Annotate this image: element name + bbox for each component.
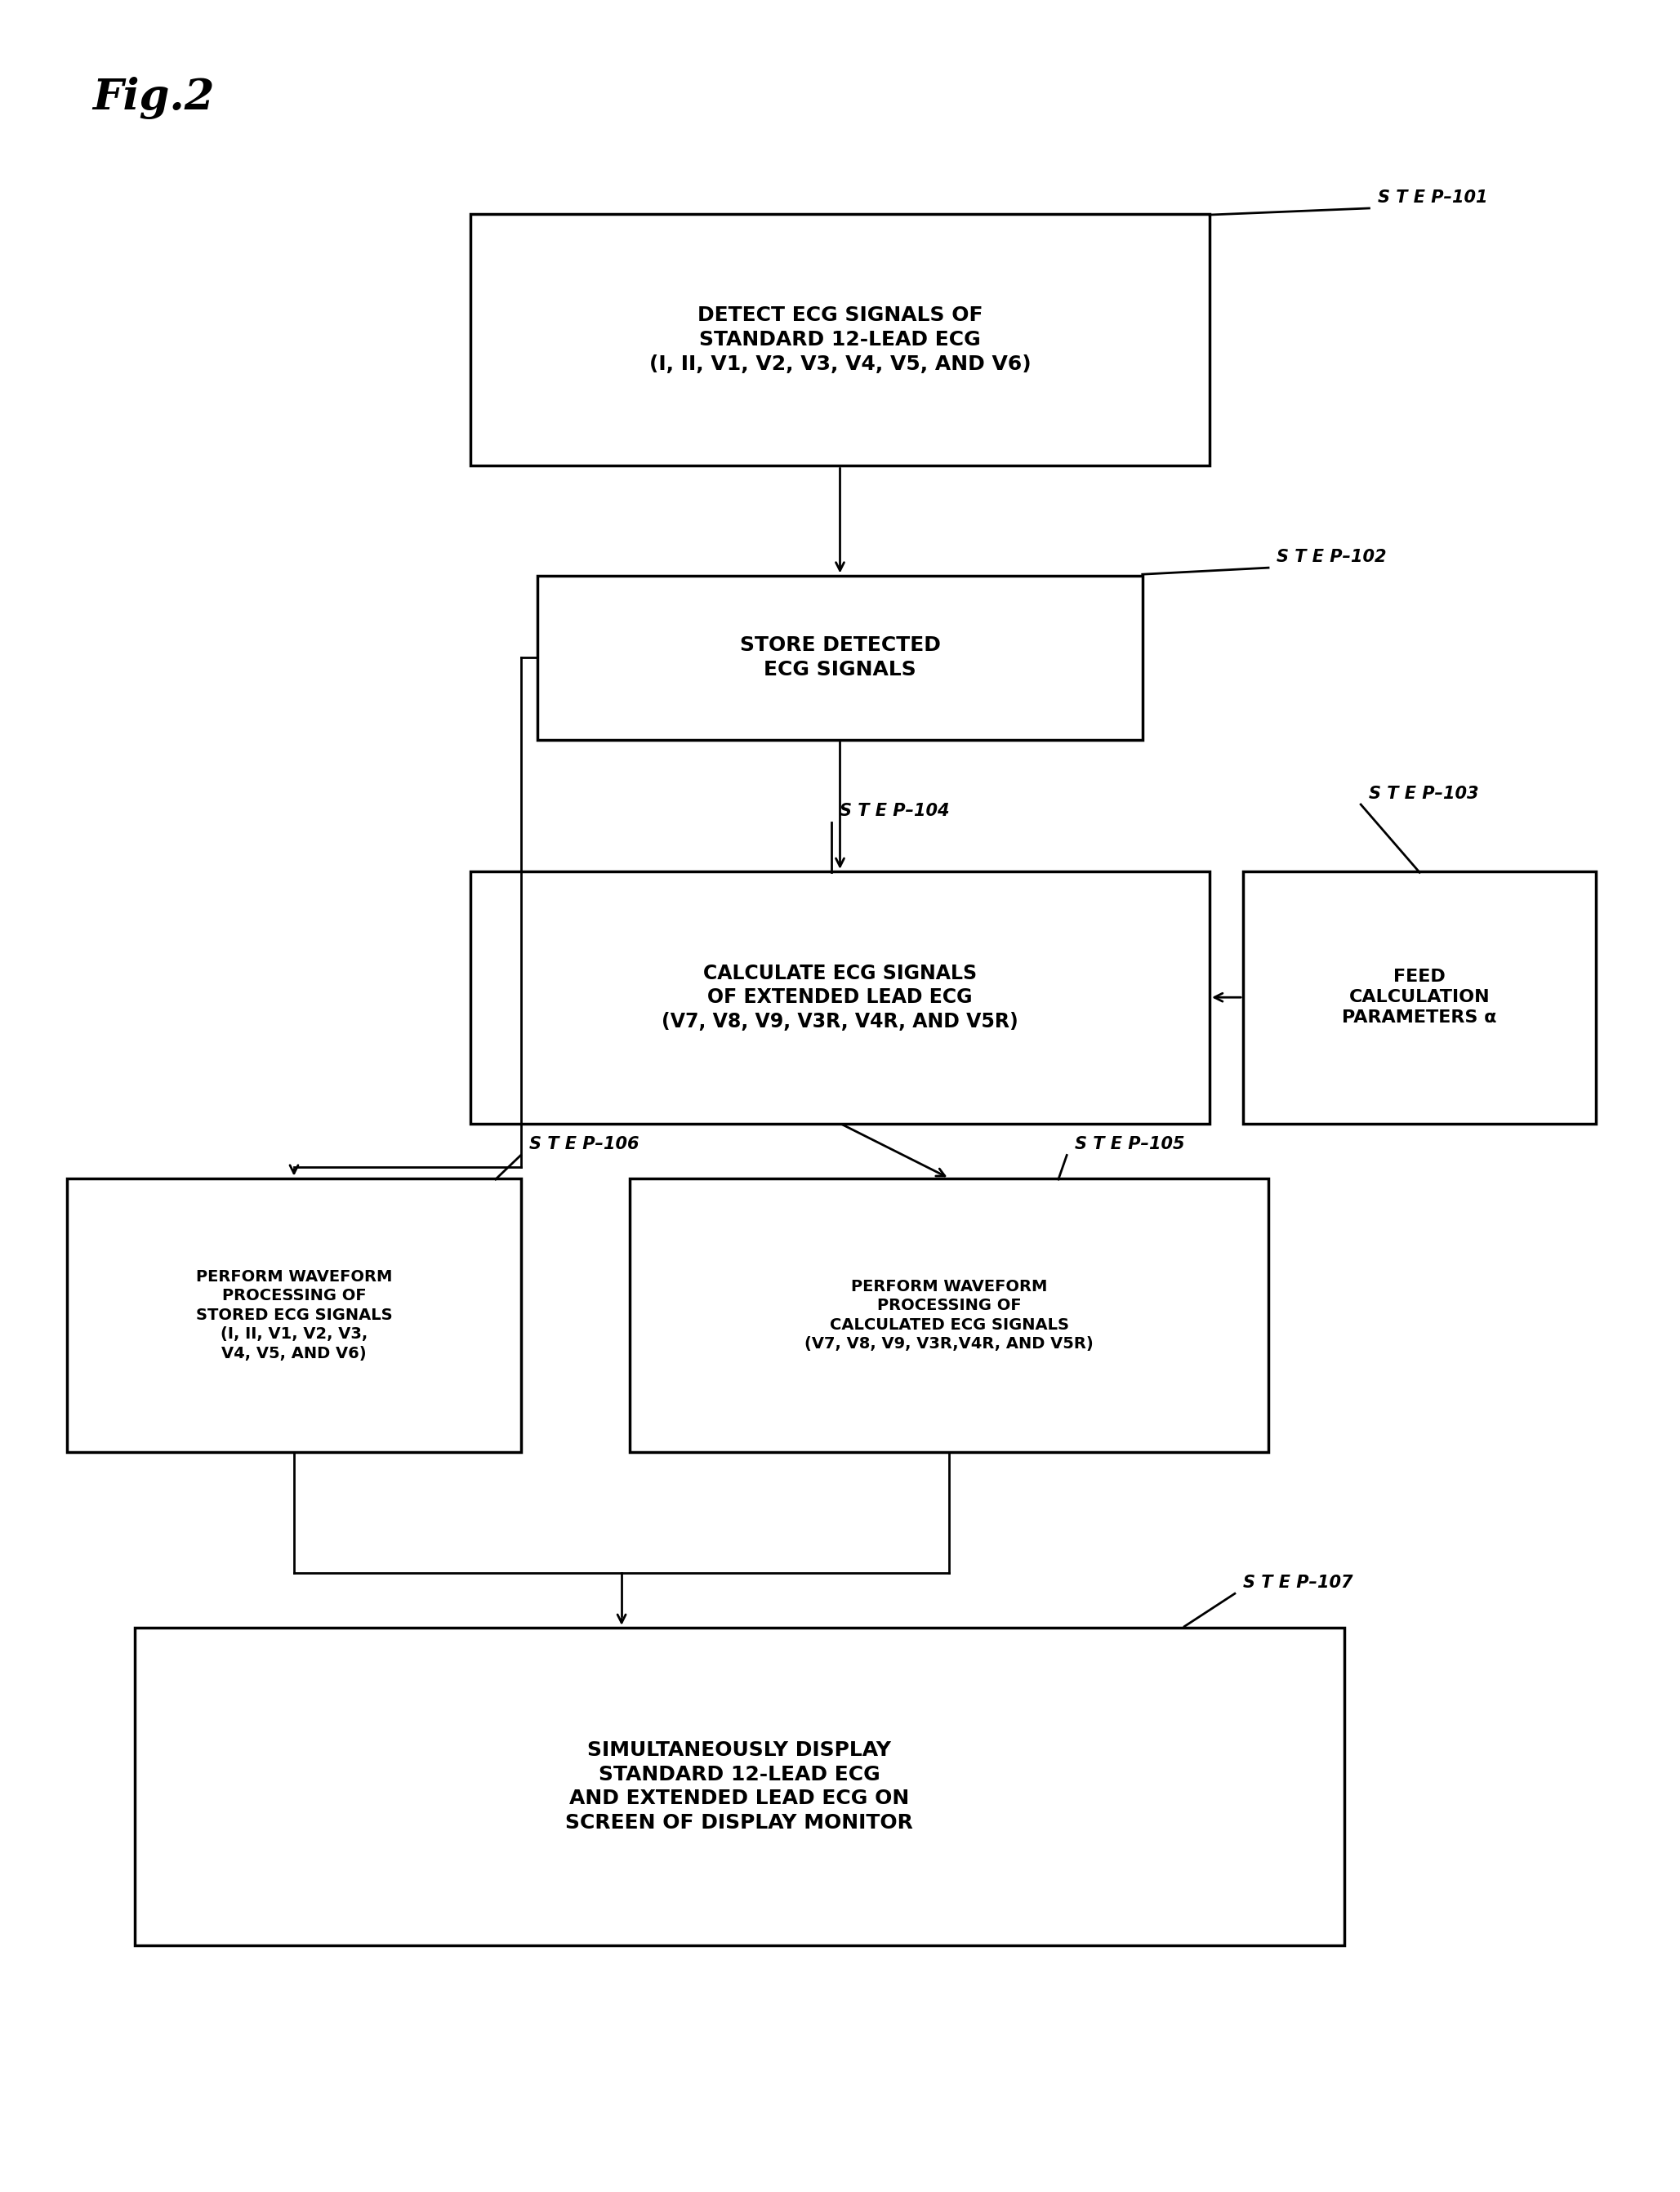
Bar — [1243, 870, 1596, 1122]
Text: S T E P–104: S T E P–104 — [840, 802, 949, 820]
Text: S T E P–105: S T E P–105 — [1075, 1135, 1184, 1153]
Text: STORE DETECTED
ECG SIGNALS: STORE DETECTED ECG SIGNALS — [739, 636, 941, 680]
Text: S T E P–102: S T E P–102 — [1277, 548, 1386, 566]
Text: PERFORM WAVEFORM
PROCESSING OF
CALCULATED ECG SIGNALS
(V7, V8, V9, V3R,V4R, AND : PERFORM WAVEFORM PROCESSING OF CALCULATE… — [805, 1278, 1094, 1352]
Text: S T E P–107: S T E P–107 — [1243, 1574, 1352, 1591]
Text: DETECT ECG SIGNALS OF
STANDARD 12-LEAD ECG
(I, II, V1, V2, V3, V4, V5, AND V6): DETECT ECG SIGNALS OF STANDARD 12-LEAD E… — [648, 305, 1032, 375]
Bar — [67, 1179, 521, 1451]
Text: S T E P–103: S T E P–103 — [1369, 785, 1478, 802]
Bar — [134, 1626, 1344, 1946]
Bar — [470, 215, 1210, 467]
Bar — [470, 870, 1210, 1122]
Text: S T E P–101: S T E P–101 — [1378, 189, 1487, 206]
Text: SIMULTANEOUSLY DISPLAY
STANDARD 12-LEAD ECG
AND EXTENDED LEAD ECG ON
SCREEN OF D: SIMULTANEOUSLY DISPLAY STANDARD 12-LEAD … — [564, 1740, 914, 1833]
Text: PERFORM WAVEFORM
PROCESSING OF
STORED ECG SIGNALS
(I, II, V1, V2, V3,
V4, V5, AN: PERFORM WAVEFORM PROCESSING OF STORED EC… — [197, 1269, 391, 1361]
Bar — [630, 1179, 1268, 1451]
Text: CALCULATE ECG SIGNALS
OF EXTENDED LEAD ECG
(V7, V8, V9, V3R, V4R, AND V5R): CALCULATE ECG SIGNALS OF EXTENDED LEAD E… — [662, 962, 1018, 1032]
Text: S T E P–106: S T E P–106 — [529, 1135, 638, 1153]
Text: FEED
CALCULATION
PARAMETERS α: FEED CALCULATION PARAMETERS α — [1342, 969, 1497, 1026]
Bar — [538, 576, 1142, 741]
Text: Fig.2: Fig.2 — [92, 77, 215, 118]
